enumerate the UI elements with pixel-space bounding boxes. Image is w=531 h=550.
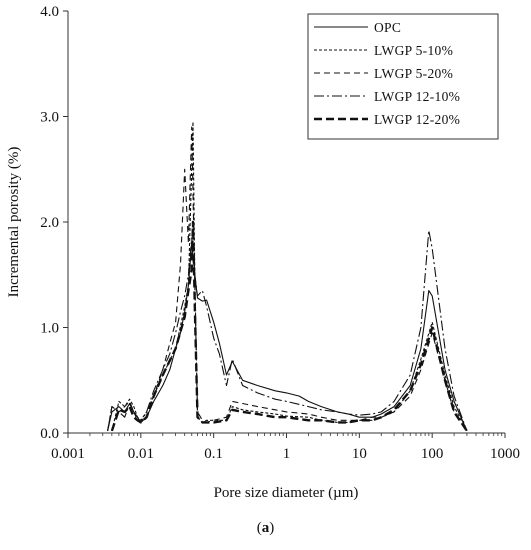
legend-label-5: LWGP 12-20% [374, 112, 460, 127]
tick-marks [63, 10, 506, 438]
caption-close: ) [269, 520, 275, 536]
y-tick-label: 4.0 [40, 4, 59, 20]
caption-letter: a [261, 520, 270, 536]
x-tick-label: 1 [283, 446, 291, 462]
caption-open: ( [256, 520, 262, 536]
y-tick-label: 1.0 [40, 321, 59, 337]
y-tick-label: 2.0 [40, 215, 59, 231]
legend-label-1: OPC [374, 20, 401, 35]
y-axis-title: Incremental porosity (%) [6, 147, 22, 298]
legend-label-3: LWGP 5-20% [374, 66, 453, 81]
panel-caption: (a) [0, 520, 531, 537]
x-tick-label: 100 [421, 446, 444, 462]
x-tick-label: 1000 [490, 446, 520, 462]
x-tick-label: 0.1 [204, 446, 223, 462]
y-tick-labels: 0.0 1.0 2.0 3.0 4.0 [40, 4, 59, 442]
series-line-1 [107, 242, 468, 432]
x-axis-title: Pore size diameter (µm) [214, 485, 359, 501]
y-tick-label: 0.0 [40, 426, 59, 442]
y-tick-label: 3.0 [40, 110, 59, 126]
x-tick-labels: 0.001 0.01 0.1 1 10 100 1000 [51, 446, 520, 462]
series-line-4 [107, 229, 468, 432]
series-line-5 [110, 220, 468, 432]
legend-label-4: LWGP 12-10% [374, 89, 460, 104]
legend-label-2: LWGP 5-10% [374, 43, 453, 58]
x-tick-label: 0.01 [128, 446, 154, 462]
x-tick-label: 10 [352, 446, 367, 462]
legend: OPC LWGP 5-10% LWGP 5-20% LWGP 12-10% LWGP 1… [307, 13, 499, 140]
x-tick-label: 0.001 [51, 446, 85, 462]
series-lines [107, 121, 468, 432]
